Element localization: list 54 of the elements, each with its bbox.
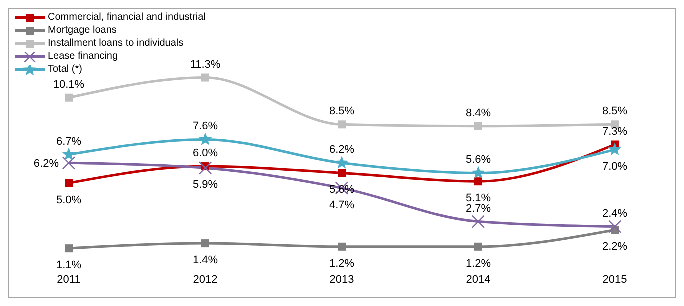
legend-label: Installment loans to individuals (48, 37, 184, 51)
legend-label: Lease financing (48, 50, 118, 64)
point (335, 156, 349, 169)
data-label: 8.5% (329, 106, 355, 118)
data-label: 8.4% (466, 107, 492, 120)
legend-label: Total (*) (48, 63, 82, 77)
point (202, 74, 210, 82)
point (608, 220, 622, 234)
x-tick-label: 2013 (330, 274, 354, 286)
data-label: 1.2% (466, 258, 492, 270)
data-label: 7.6% (192, 120, 218, 133)
data-label: 1.2% (329, 258, 355, 270)
point (338, 242, 346, 251)
x-tick-label: 2014 (466, 274, 491, 286)
point (474, 178, 482, 186)
point (608, 142, 622, 156)
data-label: 5.9% (192, 179, 218, 192)
data-label: 2.2% (602, 241, 628, 254)
data-label: 5.1% (466, 192, 492, 205)
data-label: 5.0% (56, 194, 82, 206)
data-label: 10.1% (53, 78, 85, 91)
point (62, 156, 76, 170)
data-label: 6.7% (56, 136, 82, 148)
point (65, 94, 73, 102)
x-tick-label: 2015 (602, 274, 628, 286)
data-label: 8.5% (602, 106, 628, 118)
data-label: 7.0% (602, 160, 628, 173)
point (474, 242, 482, 251)
point (472, 166, 486, 179)
data-label: 5.6% (466, 154, 492, 166)
data-label: 6.2% (329, 144, 355, 156)
data-label: 7.3% (602, 126, 628, 138)
data-label: 2.4% (602, 208, 628, 220)
point (474, 122, 482, 130)
point (472, 215, 486, 228)
data-label: 11.3% (190, 58, 221, 71)
data-label: 2.7% (466, 202, 492, 215)
data-label: 1.4% (192, 254, 218, 267)
data-label: 6.0% (192, 148, 218, 160)
legend-label: Mortgage loans (48, 24, 117, 38)
point (198, 132, 212, 146)
data-label: 1.1% (56, 260, 82, 272)
point (202, 240, 210, 248)
x-tick-label: 2011 (57, 274, 81, 286)
data-label: 4.7% (329, 199, 355, 212)
point (62, 148, 76, 160)
x-tick-label: 2012 (193, 274, 218, 286)
point (338, 169, 346, 178)
point (198, 162, 212, 175)
legend-label: Commercial, financial and industrial (48, 11, 206, 25)
point (65, 179, 73, 188)
point (65, 244, 73, 253)
point (338, 120, 346, 129)
data-label: 6.2% (34, 158, 60, 170)
